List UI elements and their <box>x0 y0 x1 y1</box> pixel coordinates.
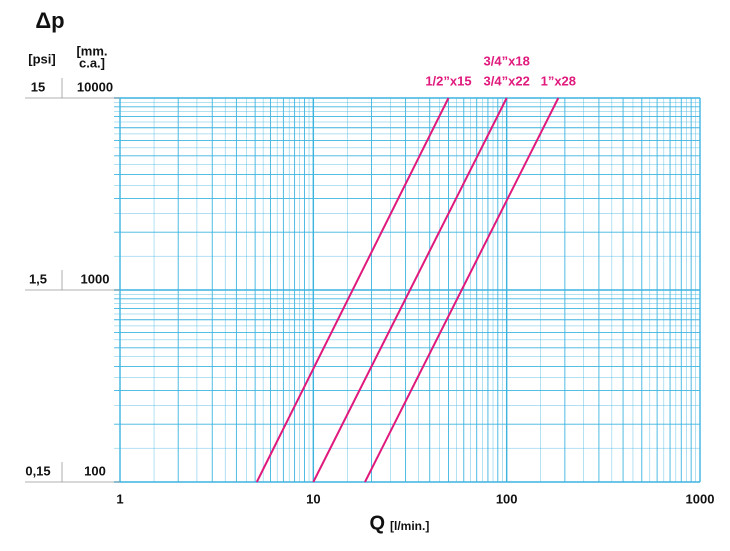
series-label: 3/4”x22 <box>484 73 530 88</box>
y2-tick-label: 0,15 <box>25 463 50 478</box>
series-line <box>255 97 450 483</box>
x-unit: [l/min.] <box>390 519 429 533</box>
series-label: 3/4”x18 <box>484 53 530 68</box>
x-title: Q <box>369 512 385 534</box>
x-tick-label: 10 <box>306 491 320 506</box>
series-line <box>312 97 508 483</box>
y2-unit: [mm. <box>76 43 107 58</box>
y2-unit: c.a.] <box>79 55 105 70</box>
y-tick-label: 10000 <box>77 79 113 94</box>
y-tick-label: 100 <box>84 463 106 478</box>
y2-tick-label: 1,5 <box>29 271 47 286</box>
y-tick-label: 1000 <box>81 271 110 286</box>
series-label: 1/2”x15 <box>425 73 471 88</box>
series-label: 1”x28 <box>541 73 576 88</box>
series-line <box>364 97 560 483</box>
x-tick-label: 100 <box>496 491 518 506</box>
y-title: Δp <box>35 8 64 33</box>
y2-tick-label: 15 <box>31 79 45 94</box>
x-tick-label: 1 <box>116 491 123 506</box>
x-tick-label: 1000 <box>686 491 715 506</box>
y-unit: [psi] <box>28 51 55 66</box>
